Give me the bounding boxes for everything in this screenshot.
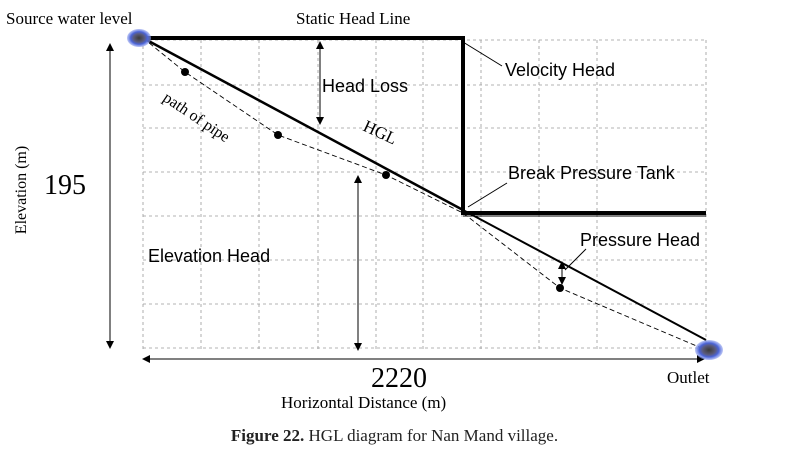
elevation-head-label: Elevation Head xyxy=(148,246,270,266)
pressure-head-leader xyxy=(564,248,587,271)
pressure-head-label: Pressure Head xyxy=(580,230,700,250)
pipe-point xyxy=(181,68,189,76)
static-head-line-label: Static Head Line xyxy=(296,9,410,28)
break-tank-leader xyxy=(467,182,508,208)
velocity-head-leader xyxy=(462,41,503,67)
head-loss-label: Head Loss xyxy=(322,76,408,96)
pipe-point xyxy=(274,131,282,139)
pipe-point xyxy=(556,284,564,292)
path-of-pipe-label: path of pipe xyxy=(160,89,233,146)
outlet-label: Outlet xyxy=(667,368,710,387)
pipe-point xyxy=(382,171,390,179)
hgl-line-upper xyxy=(142,36,464,212)
source-water-level-label: Source water level xyxy=(6,9,133,28)
caption-text: HGL diagram for Nan Mand village. xyxy=(308,426,559,445)
caption-label: Figure 22. xyxy=(230,426,305,445)
y-axis-value: 195 xyxy=(44,170,86,201)
x-axis-value: 2220 xyxy=(371,363,427,394)
hgl-line-lower xyxy=(462,209,707,341)
velocity-head-label: Velocity Head xyxy=(505,60,615,80)
break-pressure-tank-label: Break Pressure Tank xyxy=(508,163,676,183)
outlet-endpoint xyxy=(695,340,723,360)
static-head-line xyxy=(143,36,706,215)
x-axis-label: Horizontal Distance (m) xyxy=(281,393,446,412)
y-axis-label: Elevation (m) xyxy=(13,146,30,234)
figure-caption: Figure 22. HGL diagram for Nan Mand vill… xyxy=(0,426,789,446)
grid xyxy=(142,39,707,352)
hgl-label: HGL xyxy=(360,116,400,148)
source-endpoint xyxy=(127,29,151,47)
